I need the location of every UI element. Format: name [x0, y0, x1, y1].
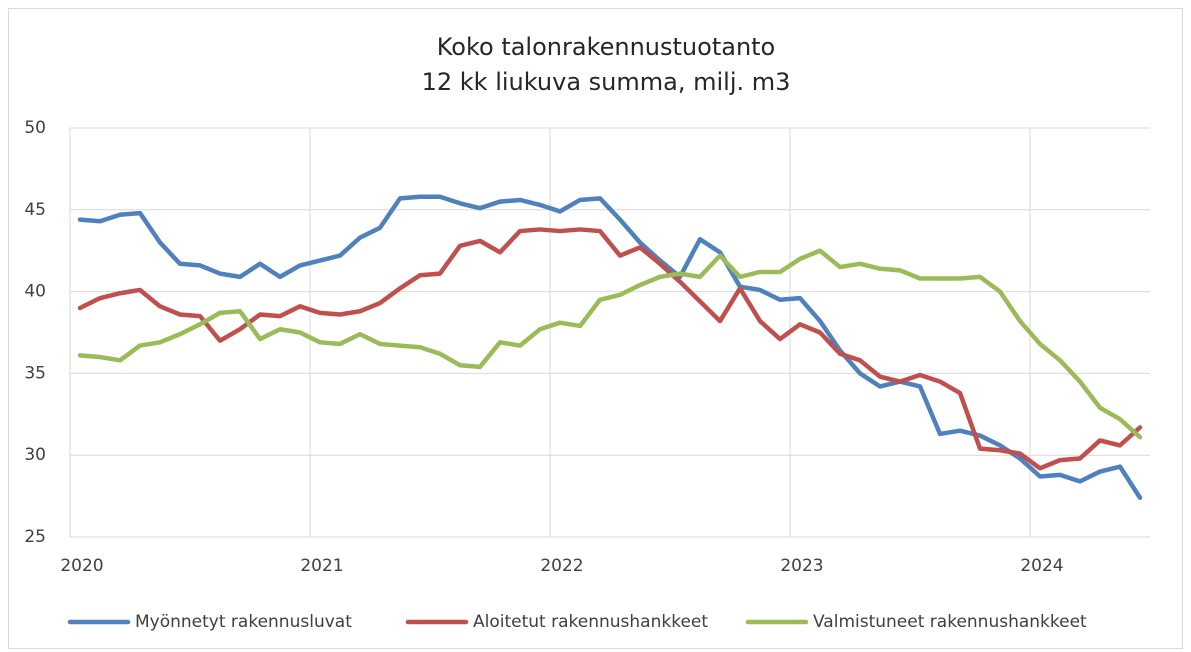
y-tick-label: 30 — [24, 445, 46, 465]
series-line — [77, 227, 1143, 471]
x-tick-label: 2022 — [540, 556, 583, 576]
x-tick-label: 2024 — [1020, 556, 1063, 576]
chart-subtitle: 12 kk liukuva summa, milj. m3 — [422, 68, 791, 96]
x-tick-label: 2023 — [780, 556, 823, 576]
chart-title: Koko talonrakennustuotanto — [437, 33, 776, 61]
legend-label: Valmistuneet rakennushankkeet — [813, 612, 1087, 632]
y-tick-label: 50 — [24, 118, 46, 138]
y-tick-label: 25 — [24, 527, 46, 547]
legend-label: Myönnetyt rakennusluvat — [135, 612, 352, 632]
y-tick-label: 40 — [24, 282, 46, 302]
chart-frame — [8, 8, 1183, 649]
legend-label: Aloitetut rakennushankkeet — [473, 612, 708, 632]
series-line — [77, 194, 1143, 500]
x-tick-label: 2020 — [60, 556, 103, 576]
x-tick-label: 2021 — [300, 556, 343, 576]
series-line — [77, 248, 1143, 440]
y-tick-label: 45 — [24, 200, 46, 220]
y-tick-label: 35 — [24, 363, 46, 383]
